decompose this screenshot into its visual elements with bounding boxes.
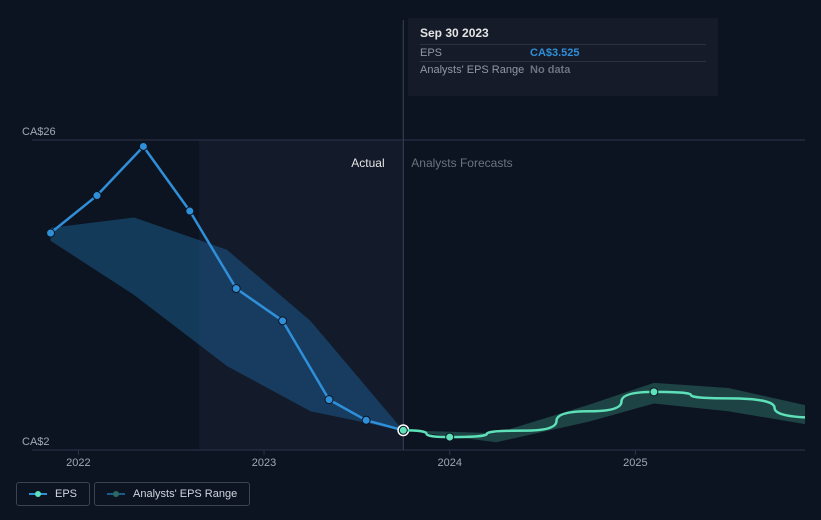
tooltip-date: Sep 30 2023 bbox=[420, 26, 706, 40]
eps-forecast-chart: Sep 30 2023 EPSCA$3.525Analysts' EPS Ran… bbox=[16, 10, 805, 510]
y-axis-label: CA$26 bbox=[22, 126, 56, 138]
legend-swatch-icon bbox=[29, 490, 47, 498]
legend-swatch-icon bbox=[107, 490, 125, 498]
x-axis-label: 2025 bbox=[623, 457, 647, 469]
legend-label: EPS bbox=[55, 488, 77, 500]
region-label-actual: Actual bbox=[351, 156, 384, 170]
tooltip-row: Analysts' EPS RangeNo data bbox=[420, 61, 706, 78]
tooltip-row-label: Analysts' EPS Range bbox=[420, 64, 530, 76]
legend-item[interactable]: Analysts' EPS Range bbox=[94, 482, 250, 506]
tooltip-row-value: CA$3.525 bbox=[530, 47, 580, 59]
legend-item[interactable]: EPS bbox=[16, 482, 90, 506]
x-axis-label: 2024 bbox=[437, 457, 461, 469]
x-axis-label: 2022 bbox=[66, 457, 90, 469]
tooltip-row: EPSCA$3.525 bbox=[420, 44, 706, 61]
chart-legend: EPS Analysts' EPS Range bbox=[16, 482, 250, 506]
chart-tooltip: Sep 30 2023 EPSCA$3.525Analysts' EPS Ran… bbox=[408, 18, 718, 96]
region-label-forecast: Analysts Forecasts bbox=[411, 156, 512, 170]
y-axis-label: CA$2 bbox=[22, 436, 50, 448]
x-axis-label: 2023 bbox=[252, 457, 276, 469]
tooltip-row-label: EPS bbox=[420, 47, 530, 59]
legend-label: Analysts' EPS Range bbox=[133, 488, 237, 500]
tooltip-row-value: No data bbox=[530, 64, 570, 76]
